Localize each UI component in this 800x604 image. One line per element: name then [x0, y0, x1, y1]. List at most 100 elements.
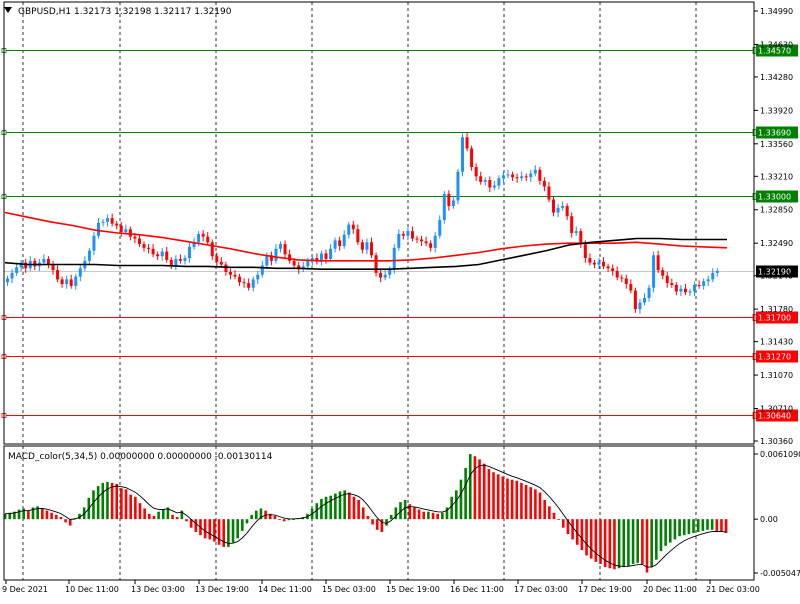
- macd-histogram-bar: [617, 519, 621, 569]
- candle-body: [219, 261, 223, 265]
- macd-histogram-bar: [622, 519, 626, 568]
- macd-histogram-bar: [543, 499, 546, 520]
- candle-body: [629, 284, 633, 291]
- price-tick-label: 1.31780: [760, 305, 793, 314]
- candle-body: [210, 242, 214, 257]
- price-level-tag: [756, 311, 798, 324]
- candle-body: [479, 176, 483, 182]
- macd-histogram-bar: [645, 519, 649, 573]
- macd-histogram-bar: [287, 519, 291, 521]
- candle-body: [424, 241, 428, 244]
- price-tick-label: 1.34280: [760, 73, 793, 82]
- candle-body: [351, 224, 355, 230]
- macd-histogram-bar: [566, 519, 570, 535]
- macd-histogram-bar: [273, 515, 277, 520]
- price-tick-label: 1.30360: [760, 437, 793, 446]
- candle-body: [365, 242, 369, 250]
- macd-histogram-bar: [724, 519, 728, 534]
- macd-histogram-bar: [124, 489, 128, 520]
- candle-body: [406, 231, 410, 236]
- macd-histogram-bar: [478, 459, 481, 520]
- candle-body: [592, 262, 596, 265]
- macd-histogram-bar: [152, 515, 156, 520]
- candle-body: [683, 288, 687, 293]
- candle-body: [133, 236, 137, 239]
- price-level-tag-label: 1.34570: [758, 47, 791, 56]
- candle-body: [297, 265, 301, 270]
- candle-body: [215, 256, 219, 262]
- candle-body: [702, 281, 706, 286]
- macd-histogram-bar: [106, 481, 109, 520]
- candle-body: [497, 178, 501, 186]
- candle-body: [483, 180, 487, 182]
- candle-body: [42, 258, 46, 263]
- macd-histogram-bar: [36, 506, 39, 520]
- macd-histogram-bar: [352, 496, 356, 520]
- macd-histogram-bar: [110, 482, 114, 520]
- candle-body: [360, 242, 364, 250]
- macd-histogram-bar: [245, 519, 249, 524]
- macd-header: MACD_color(5,34,5) 0.00000000 0.00000000…: [8, 452, 273, 462]
- candle-body: [670, 283, 674, 285]
- price-level-tag-label: 1.31270: [758, 353, 791, 362]
- macd-histogram-bar: [427, 511, 430, 520]
- price-tick-label: 1.32140: [760, 272, 793, 281]
- macd-histogram-bar: [548, 506, 551, 520]
- price-tick-label: 1.31430: [760, 338, 793, 347]
- macd-histogram-bar: [608, 519, 612, 569]
- macd-histogram-bar: [222, 519, 226, 547]
- candle-body: [533, 169, 537, 174]
- price-level-tag: [756, 126, 798, 139]
- macd-histogram-bar: [501, 476, 505, 520]
- macd-histogram-bar: [492, 472, 495, 520]
- candle-body: [470, 148, 474, 168]
- macd-histogram-bar: [487, 469, 491, 520]
- macd-histogram-bar: [571, 519, 574, 540]
- macd-histogram-bar: [613, 519, 616, 570]
- candle-body: [233, 274, 237, 277]
- price-tick-label: 1.33210: [760, 172, 793, 181]
- candle-body: [447, 193, 451, 207]
- candle-body: [197, 233, 201, 243]
- macd-histogram-bar: [120, 488, 123, 520]
- candle-body: [515, 177, 519, 179]
- candle-body: [570, 216, 574, 233]
- price-tick-label: 1.32850: [760, 206, 793, 215]
- macd-histogram-bar: [166, 507, 170, 520]
- candle-body: [192, 242, 196, 247]
- candle-body: [124, 229, 128, 233]
- macd-histogram-bar: [580, 519, 584, 551]
- macd-histogram-bar: [357, 499, 360, 520]
- candle-body: [633, 290, 637, 310]
- candle-body: [638, 302, 642, 310]
- price-level-tag: [756, 190, 798, 203]
- candle-body: [465, 137, 469, 149]
- macd-histogram-bar: [482, 463, 486, 520]
- candle-body: [602, 261, 606, 267]
- time-axis-label: 15 Dec 19:00: [386, 585, 440, 594]
- macd-histogram-bar: [143, 508, 146, 520]
- macd-histogram-bar: [655, 519, 658, 560]
- candle-body: [110, 218, 114, 224]
- black-moving-average-line: [4, 237, 727, 270]
- macd-histogram-bar: [361, 507, 365, 520]
- price-level-tag-label: 1.30640: [758, 412, 791, 421]
- triangle-down-icon[interactable]: [4, 7, 12, 13]
- candle-body: [415, 238, 419, 240]
- macd-histogram-bar: [524, 485, 528, 520]
- time-axis-label: 16 Dec 11:00: [450, 585, 504, 594]
- price-panel-frame: [3, 1, 755, 445]
- price-tick-label: 1.32490: [760, 239, 793, 248]
- candle-body: [442, 193, 446, 220]
- macd-histogram-bar: [468, 454, 472, 520]
- candle-body: [319, 253, 323, 262]
- macd-histogram-bar: [668, 519, 672, 543]
- price-tick-label: 1.31070: [760, 371, 793, 380]
- macd-histogram-bar: [515, 480, 519, 520]
- macd-histogram-bar: [180, 510, 184, 520]
- macd-histogram-bar: [380, 519, 384, 532]
- candle-body: [137, 238, 141, 245]
- macd-histogram-bar: [441, 512, 444, 520]
